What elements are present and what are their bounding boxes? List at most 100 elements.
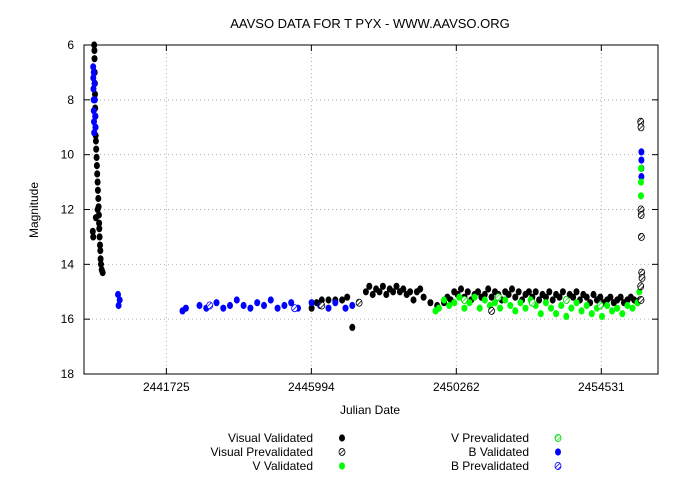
data-point — [546, 288, 553, 296]
x-tick-label: 2450262 — [433, 380, 480, 394]
data-point — [451, 299, 458, 307]
data-point — [570, 293, 577, 301]
legend-item: Visual Validated — [228, 431, 345, 445]
data-point — [410, 296, 417, 304]
data-point — [481, 290, 488, 299]
data-point — [488, 293, 495, 301]
data-point — [90, 233, 97, 241]
data-point — [383, 290, 390, 299]
data-point — [536, 296, 543, 304]
data-point — [349, 323, 356, 331]
data-point — [92, 112, 99, 120]
data-point — [638, 192, 644, 200]
data-point — [563, 312, 570, 320]
data-point — [492, 299, 498, 307]
data-point — [90, 107, 97, 115]
data-point — [98, 260, 104, 268]
series-visual-validated — [89, 41, 643, 331]
data-point — [308, 304, 315, 312]
legend-label: B Prevalidated — [451, 459, 529, 473]
data-point — [481, 296, 488, 304]
data-point — [90, 85, 97, 93]
data-point — [115, 301, 122, 310]
x-tick-label: 2441725 — [143, 380, 190, 394]
legend-marker — [554, 461, 562, 470]
y-tick-label: 18 — [61, 367, 75, 381]
y-tick-label: 14 — [61, 257, 75, 271]
data-point — [227, 301, 233, 310]
y-tick-label: 16 — [61, 312, 75, 326]
legend-item: V Validated — [253, 459, 345, 473]
data-point — [393, 282, 400, 290]
data-point — [638, 232, 645, 241]
series-b-prevalidated — [206, 301, 299, 313]
data-point — [638, 178, 644, 186]
data-point — [456, 293, 463, 301]
data-point — [441, 296, 447, 304]
data-point — [91, 96, 98, 104]
data-point — [339, 296, 346, 304]
data-point — [638, 273, 646, 282]
data-point — [94, 186, 101, 194]
data-point — [115, 290, 121, 299]
y-tick-label: 8 — [67, 93, 74, 107]
data-point — [379, 282, 386, 290]
legend-label: V Prevalidated — [451, 431, 529, 445]
data-point — [90, 63, 97, 71]
data-point — [92, 214, 99, 222]
data-point — [254, 299, 261, 307]
data-point — [471, 293, 478, 301]
data-point — [607, 293, 614, 301]
data-point — [553, 310, 560, 318]
data-point — [507, 301, 514, 310]
data-point — [89, 227, 96, 235]
data-point — [638, 156, 645, 164]
data-point — [466, 299, 473, 307]
data-point — [366, 282, 373, 290]
data-point — [435, 304, 442, 312]
data-point — [573, 288, 580, 296]
data-point — [590, 290, 597, 299]
data-point — [274, 304, 281, 312]
data-point — [502, 296, 509, 304]
data-point — [116, 296, 123, 304]
data-point — [637, 295, 645, 304]
data-point — [588, 310, 595, 318]
data-point — [637, 123, 645, 132]
data-point — [92, 137, 99, 145]
data-point — [96, 225, 103, 233]
data-point — [525, 288, 532, 296]
data-point — [497, 304, 504, 312]
data-point — [532, 288, 539, 296]
data-point — [213, 299, 220, 307]
legend-label: B Validated — [469, 445, 530, 459]
data-point — [558, 301, 565, 310]
data-point — [349, 301, 356, 310]
data-point — [599, 312, 605, 320]
data-point — [461, 304, 468, 312]
data-point — [517, 299, 524, 307]
data-point — [281, 301, 288, 310]
data-point — [291, 304, 299, 313]
data-point — [542, 299, 549, 307]
data-point — [417, 285, 424, 293]
legend-marker — [554, 433, 562, 442]
data-point — [604, 301, 611, 310]
data-point — [528, 298, 536, 307]
data-point — [488, 306, 496, 315]
data-point — [619, 310, 626, 318]
data-point — [90, 68, 97, 76]
data-point — [638, 148, 645, 156]
data-point — [344, 293, 351, 301]
data-point — [578, 307, 585, 315]
grid — [84, 45, 658, 374]
data-point — [509, 285, 515, 293]
data-point — [614, 304, 621, 312]
data-point — [233, 296, 240, 304]
y-ticks: 6 8 10 12 14 16 18 — [61, 38, 658, 381]
chart-title: AAVSO DATA FOR T PYX - WWW.AAVSO.ORG — [230, 16, 510, 31]
data-point — [609, 307, 616, 315]
data-point — [624, 301, 631, 310]
legend-marker — [339, 462, 345, 470]
